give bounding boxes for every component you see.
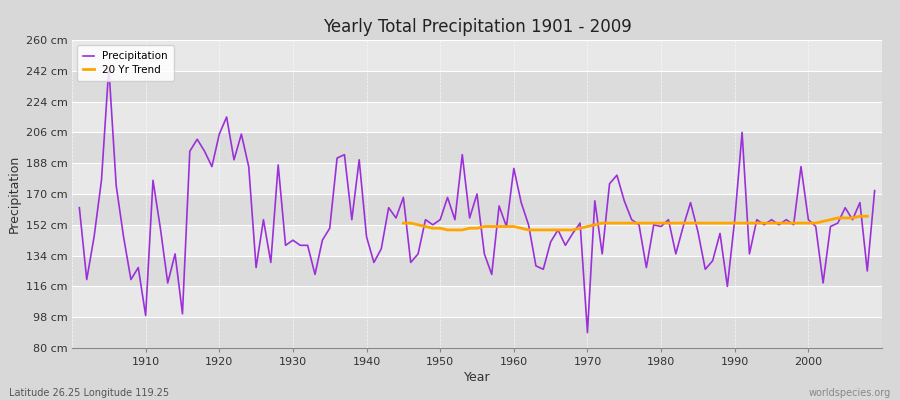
Text: worldspecies.org: worldspecies.org	[809, 388, 891, 398]
20 Yr Trend	[854, 214, 865, 219]
Precipitation	[140, 313, 151, 318]
Bar	[72, 163, 882, 194]
Y-axis label: Precipitation: Precipitation	[7, 155, 21, 233]
20 Yr Trend	[707, 221, 718, 226]
Line: Precipitation: Precipitation	[79, 67, 875, 333]
20 Yr Trend	[634, 221, 644, 226]
20 Yr Trend	[700, 221, 711, 226]
20 Yr Trend	[464, 226, 475, 231]
Precipitation	[508, 166, 519, 171]
Line: 20 Yr Trend: 20 Yr Trend	[403, 216, 868, 230]
Legend: Precipitation, 20 Yr Trend: Precipitation, 20 Yr Trend	[77, 45, 174, 81]
Bar	[72, 102, 882, 132]
Precipitation	[869, 188, 880, 193]
Text: Latitude 26.25 Longitude 119.25: Latitude 26.25 Longitude 119.25	[9, 388, 169, 398]
Bar	[72, 225, 882, 256]
Precipitation	[104, 65, 114, 70]
Bar	[72, 132, 882, 163]
Bar	[72, 286, 882, 317]
Bar	[72, 317, 882, 348]
Precipitation	[516, 200, 526, 205]
20 Yr Trend	[862, 214, 873, 219]
Precipitation	[302, 243, 313, 248]
Bar	[72, 256, 882, 286]
Precipitation	[346, 217, 357, 222]
20 Yr Trend	[663, 221, 674, 226]
Precipitation	[611, 173, 622, 178]
20 Yr Trend	[597, 221, 608, 226]
20 Yr Trend	[442, 228, 453, 232]
X-axis label: Year: Year	[464, 371, 490, 384]
Bar	[72, 71, 882, 102]
Precipitation	[582, 330, 593, 335]
Precipitation	[74, 205, 85, 210]
20 Yr Trend	[398, 221, 409, 226]
Bar	[72, 40, 882, 71]
Bar	[72, 194, 882, 225]
Title: Yearly Total Precipitation 1901 - 2009: Yearly Total Precipitation 1901 - 2009	[322, 18, 632, 36]
